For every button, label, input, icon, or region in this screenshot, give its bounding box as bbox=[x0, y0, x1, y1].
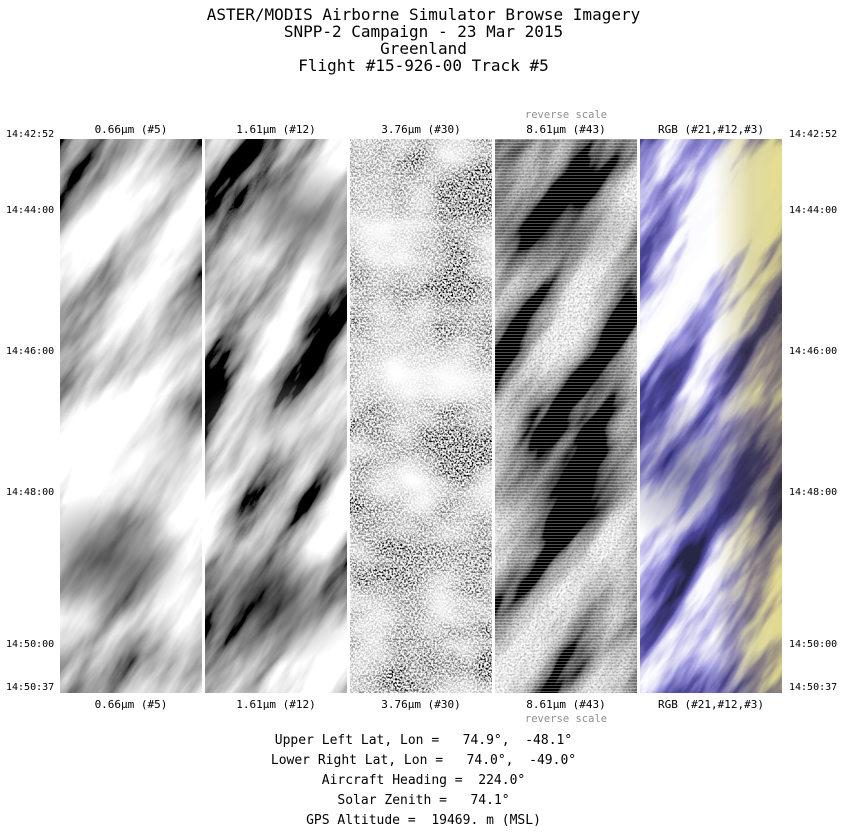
time-label-left-3: 14:48:00 bbox=[6, 487, 55, 498]
time-label-right-5: 14:50:37 bbox=[789, 682, 838, 693]
reverse-scale-note-bottom: reverse scale bbox=[524, 713, 608, 725]
lower-right-latlon: Lower Right Lat, Lon = 74.0°, -49.0° bbox=[270, 753, 577, 768]
time-label-left-0: 14:42:52 bbox=[6, 129, 55, 140]
band-label-bottom-066um: 0.66µm (#5) bbox=[94, 698, 168, 711]
time-label-left-2: 14:46:00 bbox=[6, 346, 55, 357]
time-label-right-4: 14:50:00 bbox=[789, 639, 838, 650]
time-label-right-3: 14:48:00 bbox=[789, 487, 838, 498]
flight-subtitle: Flight #15-926-00 Track #5 bbox=[298, 56, 549, 75]
aircraft-heading: Aircraft Heading = 224.0° bbox=[321, 773, 526, 788]
band-label-bottom-161um: 1.61µm (#12) bbox=[236, 698, 316, 711]
band-image-rgb-texture bbox=[640, 139, 782, 693]
band-label-top-161um: 1.61µm (#12) bbox=[236, 123, 316, 136]
time-label-left-1: 14:44:00 bbox=[6, 205, 55, 216]
location-subtitle: Greenland bbox=[380, 39, 467, 58]
band-image-rgb bbox=[640, 139, 782, 693]
page-title: ASTER/MODIS Airborne Simulator Browse Im… bbox=[206, 5, 641, 24]
reverse-scale-note-top: reverse scale bbox=[524, 109, 608, 121]
band-image-861um bbox=[495, 139, 637, 693]
time-label-left-5: 14:50:37 bbox=[6, 682, 55, 693]
band-image-066um-texture bbox=[60, 139, 202, 693]
band-label-top-376um: 3.76µm (#30) bbox=[381, 123, 461, 136]
time-label-right-0: 14:42:52 bbox=[789, 129, 838, 140]
band-image-161um bbox=[205, 139, 347, 693]
band-label-top-861um: 8.61µm (#43) bbox=[526, 123, 606, 136]
time-label-left-4: 14:50:00 bbox=[6, 639, 55, 650]
band-image-161um-texture bbox=[205, 139, 347, 693]
band-image-861um-texture bbox=[495, 139, 637, 693]
campaign-subtitle: SNPP-2 Campaign - 23 Mar 2015 bbox=[283, 22, 564, 41]
time-label-right-1: 14:44:00 bbox=[789, 205, 838, 216]
band-image-376um bbox=[350, 139, 492, 693]
band-label-bottom-376um: 3.76µm (#30) bbox=[381, 698, 461, 711]
band-label-top-066um: 0.66µm (#5) bbox=[94, 123, 168, 136]
band-image-066um bbox=[60, 139, 202, 693]
band-image-376um-texture bbox=[350, 139, 492, 693]
band-label-top-rgb: RGB (#21,#12,#3) bbox=[658, 123, 764, 136]
band-label-bottom-rgb: RGB (#21,#12,#3) bbox=[658, 698, 764, 711]
solar-zenith: Solar Zenith = 74.1° bbox=[337, 793, 510, 808]
upper-left-latlon: Upper Left Lat, Lon = 74.9°, -48.1° bbox=[274, 733, 573, 748]
gps-altitude: GPS Altitude = 19469. m (MSL) bbox=[306, 813, 541, 828]
band-label-bottom-861um: 8.61µm (#43) bbox=[526, 698, 606, 711]
time-label-right-2: 14:46:00 bbox=[789, 346, 838, 357]
